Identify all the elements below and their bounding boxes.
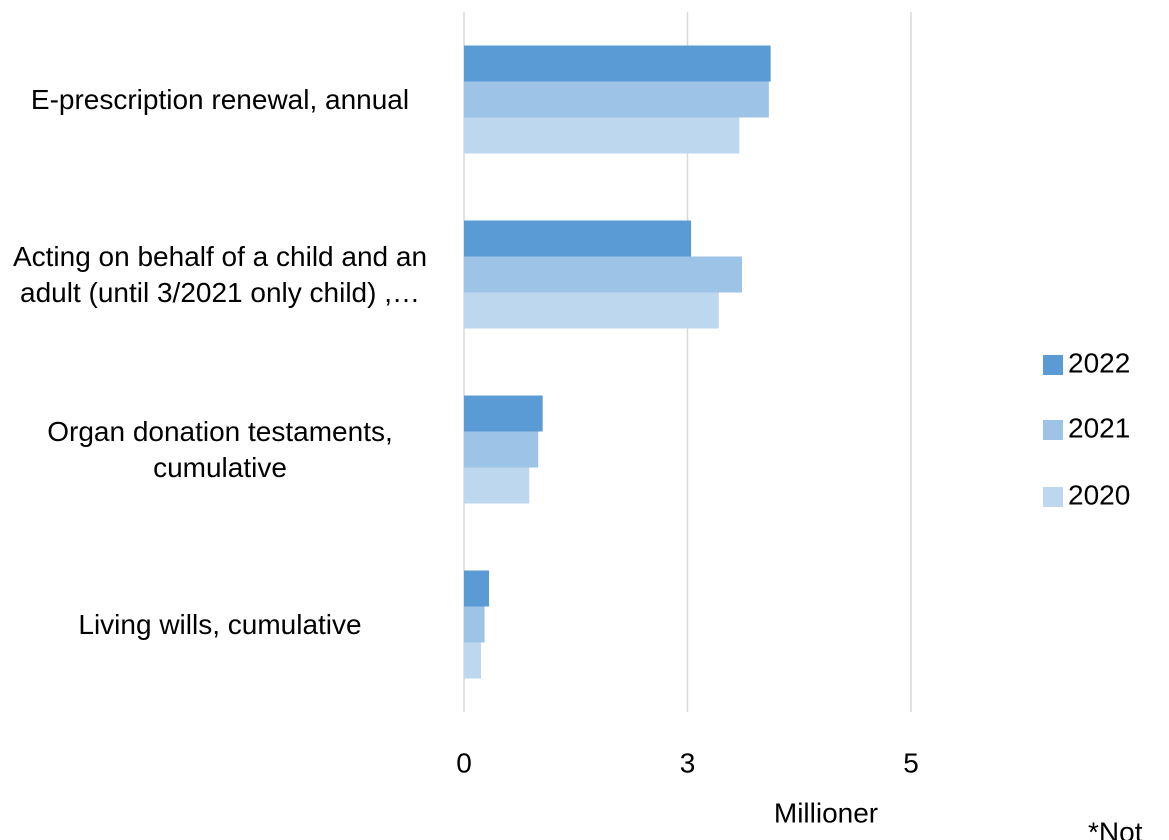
note: *Not: [1088, 816, 1143, 840]
legend-swatch: [1043, 355, 1063, 375]
bar: [464, 642, 481, 679]
bar: [464, 467, 530, 504]
bar: [464, 220, 692, 257]
legend-label: 2021: [1068, 412, 1130, 443]
bar: [464, 256, 743, 293]
x-tick-label: 3: [680, 747, 696, 778]
x-tick-label: 5: [903, 747, 919, 778]
legend-label: 2022: [1068, 347, 1130, 378]
x-axis-title: Millioner: [774, 797, 878, 828]
bar: [464, 431, 539, 468]
legend-swatch: [1043, 420, 1063, 440]
bar: [464, 45, 771, 82]
x-tick-label: 0: [456, 747, 472, 778]
bar: [464, 117, 740, 154]
y-tick-label: Organ donation testaments, cumulative: [47, 415, 393, 483]
legend-label: 2020: [1068, 479, 1130, 510]
bar: [464, 81, 769, 118]
y-tick-label: Acting on behalf of a child and an adult…: [12, 240, 428, 308]
bar: [464, 570, 490, 607]
y-tick-label: E-prescription renewal, annual: [30, 83, 410, 115]
bar: [464, 292, 719, 329]
bar: [464, 395, 543, 432]
y-tick-label: Living wills, cumulative: [78, 608, 362, 640]
bar: [464, 606, 485, 643]
legend-swatch: [1043, 487, 1063, 507]
